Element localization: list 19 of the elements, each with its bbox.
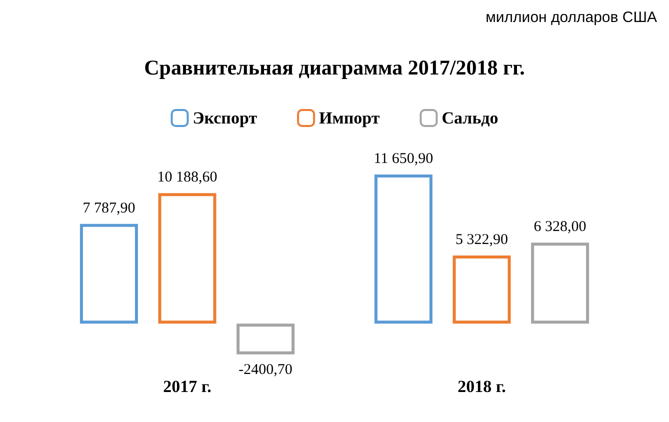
data-label: 10 188,60 [157,170,218,186]
data-label: 7 787,90 [82,200,136,216]
x-tick-label: 2018 г. [458,377,506,396]
bar [80,224,138,324]
data-label: -2400,70 [238,362,292,378]
bar [452,255,511,324]
data-label: 11 650,90 [374,150,434,167]
bar [531,242,590,324]
chart-title: Сравнительная диаграмма 2017/2018 гг. [144,56,525,80]
data-label: 6 328,00 [534,219,586,236]
legend-label: Экспорт [192,108,258,128]
x-tick-label: 2017 г. [163,377,212,396]
bar [374,174,432,324]
data-label: 5 322,90 [456,232,508,248]
text: миллион долларов США [486,9,658,26]
legend-label: Импорт [319,108,380,128]
bar [158,193,216,324]
legend-label: Сальдо [442,108,498,128]
bar [236,324,295,354]
